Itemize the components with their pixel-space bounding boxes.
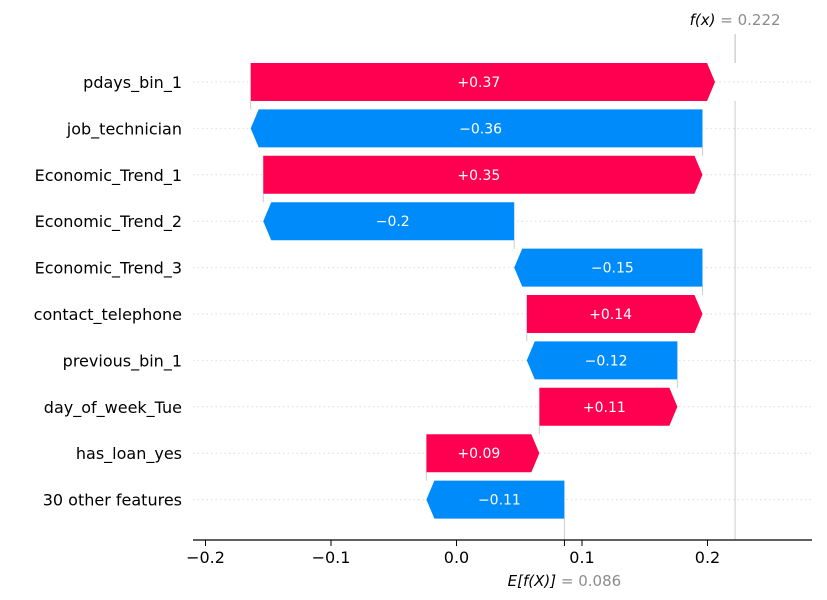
feature-label: Economic_Trend_1 bbox=[35, 166, 182, 186]
feature-labels: pdays_bin_1 job_technician Economic_Trend_… bbox=[34, 73, 182, 510]
bar-value-label: +0.11 bbox=[583, 400, 626, 416]
efx-label: E[f(X)] bbox=[508, 572, 557, 590]
bar-value-labels: +0.37 −0.36 +0.35 −0.2 −0.15 +0.14 −0.12 +0.11 +… bbox=[376, 75, 634, 509]
bar-value-label: +0.37 bbox=[457, 75, 500, 91]
fx-value: = 0.222 bbox=[716, 11, 781, 29]
feature-label: job_technician bbox=[66, 119, 182, 139]
positive-bar bbox=[539, 387, 678, 426]
feature-label: Economic_Trend_3 bbox=[35, 259, 182, 279]
fx-label: f(x) bbox=[690, 11, 716, 29]
base-value-annotation: E[f(X)] = 0.086 bbox=[508, 572, 622, 590]
bar-value-label: +0.35 bbox=[457, 168, 500, 184]
positive-bar bbox=[263, 155, 703, 194]
x-tick-label: −0.2 bbox=[186, 548, 225, 567]
annotations: f(x) = 0.222 E[f(X)] = 0.086 bbox=[508, 11, 781, 590]
row-gridlines bbox=[193, 34, 812, 540]
bar-value-label: +0.09 bbox=[457, 446, 500, 462]
bar-value-label: −0.15 bbox=[591, 261, 634, 277]
bar-value-label: −0.12 bbox=[585, 353, 628, 369]
connector-lines bbox=[250, 101, 703, 481]
output-value-annotation: f(x) = 0.222 bbox=[690, 11, 781, 29]
negative-bar bbox=[426, 480, 565, 519]
x-axis: −0.2 −0.1 0.0 0.1 0.2 bbox=[186, 539, 812, 567]
negative-bar bbox=[514, 248, 703, 287]
bar-value-label: −0.11 bbox=[478, 493, 521, 509]
feature-label: pdays_bin_1 bbox=[83, 73, 182, 93]
negative-bar bbox=[263, 202, 515, 241]
bar-value-label: +0.14 bbox=[589, 307, 632, 323]
x-tick-label: 0.0 bbox=[444, 548, 469, 567]
bar-value-label: −0.2 bbox=[376, 214, 410, 230]
feature-label: contact_telephone bbox=[34, 305, 182, 325]
feature-label: 30 other features bbox=[43, 491, 182, 510]
positive-bar bbox=[426, 434, 540, 473]
positive-bar bbox=[526, 295, 703, 333]
x-tick-label: 0.2 bbox=[695, 548, 720, 567]
feature-label: day_of_week_Tue bbox=[44, 398, 182, 418]
positive-bar bbox=[250, 63, 716, 101]
feature-label: has_loan_yes bbox=[76, 444, 182, 464]
negative-bar bbox=[250, 109, 703, 148]
bar-value-label: −0.36 bbox=[459, 121, 502, 137]
bars bbox=[250, 63, 716, 519]
feature-label: previous_bin_1 bbox=[63, 351, 182, 371]
negative-bar bbox=[526, 341, 678, 380]
x-tick-label: 0.1 bbox=[569, 548, 594, 567]
efx-value: = 0.086 bbox=[556, 572, 621, 590]
x-tick-label: −0.1 bbox=[312, 548, 351, 567]
feature-label: Economic_Trend_2 bbox=[35, 212, 182, 232]
